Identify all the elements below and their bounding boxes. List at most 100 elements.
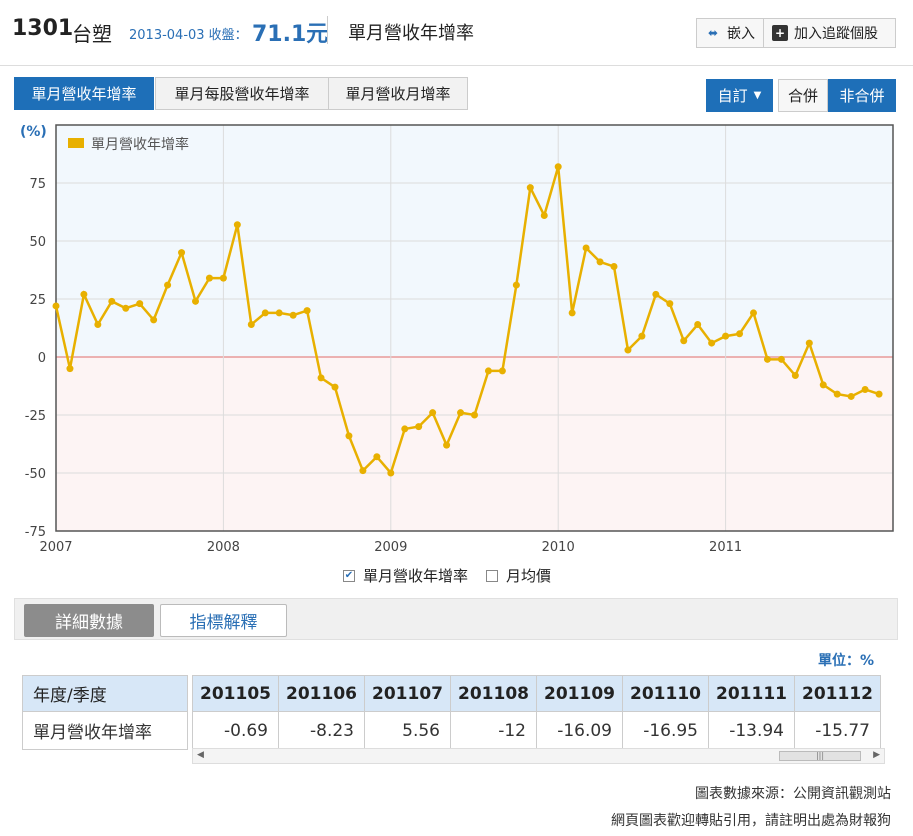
embed-button[interactable]: ⬌ 嵌入	[696, 18, 764, 48]
data-point	[680, 337, 688, 345]
data-point	[819, 381, 827, 389]
data-point	[233, 221, 241, 229]
series-checkbox-avg-price[interactable]	[486, 569, 499, 582]
column-header: 201105	[192, 675, 279, 712]
plot-border	[55, 124, 894, 532]
data-point	[582, 244, 590, 252]
data-point	[694, 321, 702, 329]
series-checkbox-revenue[interactable]: ✔	[343, 569, 355, 582]
y-unit-label: (%)	[20, 124, 47, 140]
x-tick-label: 2009	[374, 540, 407, 555]
data-point	[847, 392, 855, 400]
table-cell: -16.95	[622, 711, 709, 750]
data-point	[526, 184, 534, 192]
nonconsolidated-button[interactable]: 非合併	[828, 79, 896, 112]
column-header: 201111	[708, 675, 795, 712]
x-tick-label: 2008	[207, 540, 240, 555]
y-tick-label: 50	[29, 235, 46, 250]
tab-monthly-eps-revenue-yoy[interactable]: 單月每股營收年增率	[155, 77, 329, 110]
y-tick-label: -50	[25, 467, 46, 482]
data-point	[554, 163, 562, 171]
unit-label: 單位：%	[818, 653, 875, 669]
legend-label: 單月營收年增率	[91, 136, 189, 153]
y-tick-label: 0	[38, 351, 46, 366]
table-cell: -12	[450, 711, 537, 750]
data-point	[498, 367, 506, 375]
legend-swatch	[68, 138, 84, 148]
x-tick-label: 2011	[709, 540, 742, 555]
y-tick-label: 25	[29, 293, 46, 308]
data-point	[345, 432, 353, 440]
tab-monthly-revenue-yoy[interactable]: 單月營收年增率	[14, 77, 154, 110]
data-point	[247, 321, 255, 329]
table-cell: -16.09	[536, 711, 623, 750]
table-cell: 5.56	[364, 711, 451, 750]
revenue-yoy-chart: -75 -50 -25 0 25 50 75 2007 2008 2009 2010 2011 (%) 單…	[0, 115, 913, 590]
column-header: 201112	[794, 675, 881, 712]
custom-label: 自訂	[717, 87, 748, 105]
data-point	[303, 307, 311, 315]
add-to-watchlist-button[interactable]: + 加入追蹤個股	[763, 18, 896, 48]
data-point	[484, 367, 492, 375]
close-price: 71.1元	[252, 22, 329, 47]
data-point	[205, 274, 213, 282]
data-point	[261, 309, 269, 317]
data-point	[736, 330, 744, 338]
data-point	[80, 290, 88, 298]
data-point	[401, 425, 409, 433]
data-point	[791, 372, 799, 380]
data-point	[387, 469, 395, 477]
data-point	[150, 316, 158, 324]
stock-code: 1301	[12, 16, 74, 41]
data-point	[192, 297, 199, 305]
data-point	[108, 297, 116, 305]
series-line	[54, 166, 880, 476]
scrollbar-thumb[interactable]: |||	[779, 751, 861, 761]
data-point	[763, 355, 771, 363]
data-source-note: 圖表數據來源：公開資訊觀測站	[695, 786, 891, 802]
data-point	[94, 321, 102, 329]
data-point	[568, 309, 576, 317]
consolidated-button[interactable]: 合併	[778, 79, 828, 112]
add-to-watchlist-label: 加入追蹤個股	[794, 26, 878, 42]
citation-note: 網頁圖表歡迎轉貼引用，請註明出處為財報狗	[611, 813, 891, 829]
data-point	[122, 304, 130, 312]
data-point	[164, 281, 172, 289]
tab-monthly-revenue-mom[interactable]: 單月營收月增率	[328, 77, 468, 110]
y-tick-label: 75	[29, 177, 46, 192]
y-tick-label: -75	[25, 525, 46, 540]
table-cell: -15.77	[794, 711, 881, 750]
data-point	[471, 411, 478, 419]
indicator-explanation-button[interactable]: 指標解釋	[160, 604, 287, 637]
data-point	[429, 409, 437, 417]
data-point	[331, 383, 339, 391]
data-point	[359, 467, 367, 475]
caret-down-icon: ▼	[753, 90, 762, 101]
y-tick-label: -25	[25, 409, 46, 424]
table-horizontal-scrollbar[interactable]: ◀ ||| ▶	[192, 748, 885, 764]
page-title: 單月營收年增率	[348, 23, 474, 44]
data-point	[666, 300, 674, 308]
detail-data-button[interactable]: 詳細數據	[24, 604, 154, 637]
data-point	[457, 409, 465, 417]
column-header: 201109	[536, 675, 623, 712]
data-point	[289, 311, 297, 319]
data-point	[415, 423, 423, 431]
custom-dropdown-button[interactable]: 自訂 ▼	[706, 79, 773, 112]
column-header: 201107	[364, 675, 451, 712]
data-point	[178, 249, 186, 257]
close-date: 2013-04-03 收盤：	[129, 28, 248, 43]
table-header-row: 201105 201106 201107 201108 201109 20111…	[192, 675, 881, 712]
series-toggle-label-revenue: 單月營收年增率	[363, 567, 469, 585]
table-row: -0.69 -8.23 5.56 -12 -16.09 -16.95 -13.9…	[192, 711, 881, 750]
data-point	[596, 258, 604, 266]
data-point	[610, 263, 618, 271]
page-header: 1301 台塑 2013-04-03 收盤： 71.1元 單月營收年增率 ⬌ 嵌…	[0, 0, 913, 66]
data-point	[52, 302, 60, 310]
x-tick-label: 2007	[39, 540, 72, 555]
negative-band	[56, 357, 893, 531]
scroll-left-icon[interactable]: ◀	[197, 750, 204, 760]
table-cell: -13.94	[708, 711, 795, 750]
data-point	[805, 339, 813, 347]
scroll-right-icon[interactable]: ▶	[873, 750, 880, 760]
